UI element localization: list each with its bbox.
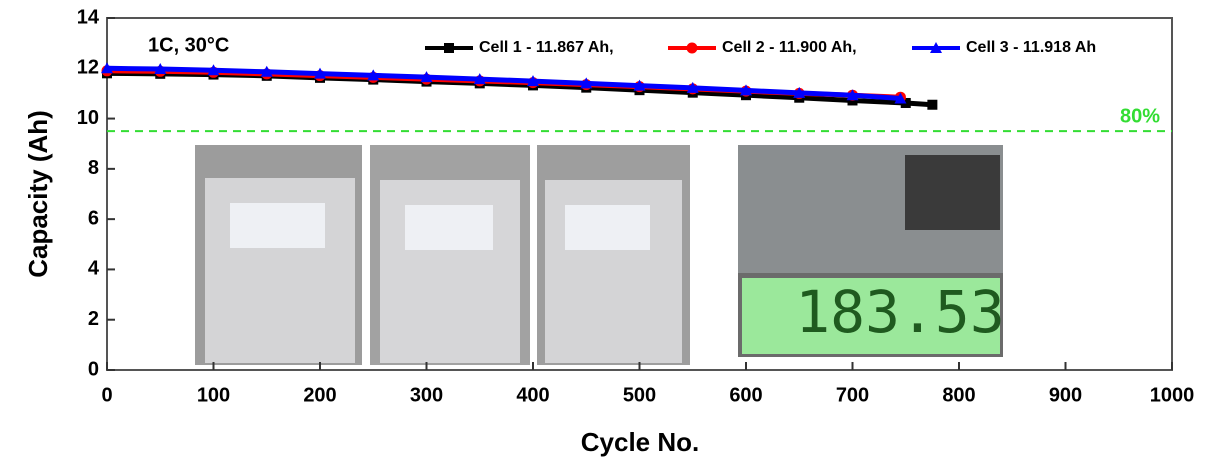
x-tick-label: 800 (942, 384, 975, 406)
point (260, 65, 273, 77)
legend-marker (444, 43, 454, 53)
x-tick-label: 1000 (1150, 384, 1195, 406)
point (846, 89, 859, 101)
y-tick-label: 6 (88, 207, 99, 229)
x-tick-label: 300 (410, 384, 443, 406)
y-tick-label: 8 (88, 157, 99, 179)
x-tick-label: 700 (836, 384, 869, 406)
point (793, 86, 806, 98)
point (527, 75, 539, 87)
point (420, 71, 433, 83)
point (473, 73, 486, 85)
photo-display: 183.53 (795, 278, 1005, 346)
point (154, 63, 167, 75)
series-line (106, 65, 901, 101)
legend-label: Cell 3 - 11.918 Ah (966, 39, 1096, 56)
x-tick-label: 400 (516, 384, 549, 406)
x-tick-label: 900 (1049, 384, 1082, 406)
point (686, 81, 699, 93)
point (314, 67, 326, 79)
point (633, 79, 646, 91)
x-tick-label: 500 (623, 384, 656, 406)
x-tick-label: 200 (303, 384, 336, 406)
y-tick-label: 4 (88, 258, 100, 280)
y-tick-label: 10 (77, 107, 99, 129)
y-tick-label: 14 (77, 6, 100, 28)
point (740, 84, 752, 96)
point (101, 62, 113, 74)
point (207, 64, 220, 76)
y-tick-label: 2 (88, 308, 99, 330)
threshold-label: 80% (1120, 105, 1160, 127)
point (367, 69, 380, 81)
series-line (106, 70, 933, 108)
photos (195, 145, 1003, 365)
y-axis-label: Capacity (Ah) (23, 110, 53, 278)
annotation: 1C, 30°C (148, 34, 229, 56)
legend-label: Cell 2 - 11.900 Ah, (722, 39, 857, 56)
point (894, 92, 907, 104)
x-tick-label: 0 (101, 384, 112, 406)
point (927, 99, 938, 110)
y-tick-label: 12 (77, 57, 99, 79)
x-tick-label: 600 (729, 384, 762, 406)
point (580, 77, 593, 89)
legend-marker (686, 42, 698, 54)
legend-marker (930, 42, 942, 53)
x-tick-label: 100 (197, 384, 230, 406)
legend-label: Cell 1 - 11.867 Ah, (479, 39, 614, 56)
x-axis-label: Cycle No. (581, 427, 700, 457)
y-tick-label: 0 (88, 358, 99, 380)
